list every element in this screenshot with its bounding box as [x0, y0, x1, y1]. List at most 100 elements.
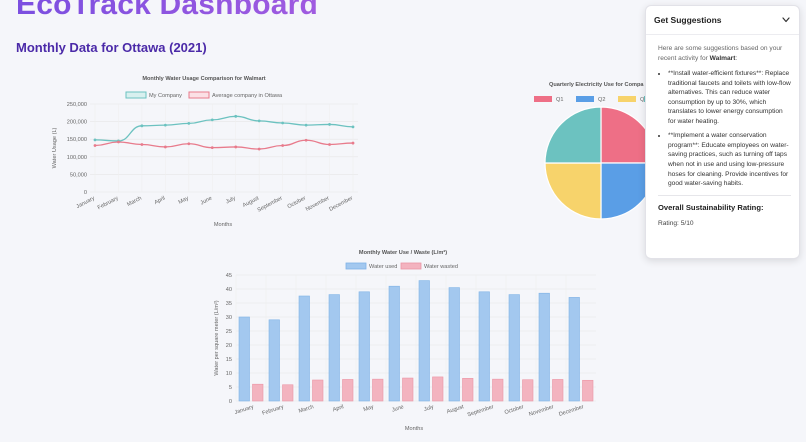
legend-item-water-used[interactable]: Water used — [345, 262, 397, 270]
data-point[interactable] — [257, 119, 261, 123]
data-point[interactable] — [140, 124, 144, 128]
data-point[interactable] — [351, 125, 355, 129]
x-tick-label: September — [467, 404, 495, 418]
suggestions-list: **Install water-efficient fixtures**: Re… — [658, 69, 791, 189]
bar[interactable] — [568, 297, 580, 402]
bar[interactable] — [298, 295, 310, 402]
y-tick-label: 0 — [229, 399, 232, 405]
suggestions-intro: Here are some suggestions based on your … — [658, 45, 783, 62]
data-point[interactable] — [93, 144, 97, 147]
page-subtitle: Monthly Data for Ottawa (2021) — [16, 40, 207, 55]
data-point[interactable] — [210, 118, 214, 122]
chevron-down-icon[interactable] — [781, 15, 791, 25]
legend-item-water-wasted[interactable]: Water wasted — [400, 262, 458, 270]
x-tick-label: December — [558, 404, 585, 418]
pie-chart-title: Quarterly Electricity Use for Compa — [549, 82, 644, 88]
suggestion-item: **Implement a water conservation program… — [668, 131, 791, 188]
pie-slice[interactable] — [544, 162, 602, 220]
bar[interactable] — [252, 383, 264, 402]
y-tick-label: 35 — [226, 301, 232, 307]
legend-swatch[interactable] — [644, 96, 645, 102]
x-tick-label: May — [178, 195, 190, 205]
bar[interactable] — [448, 287, 460, 402]
y-tick-label: 250,000 — [67, 102, 87, 108]
data-point[interactable] — [328, 123, 331, 126]
y-tick-label: 40 — [226, 287, 232, 293]
app-title: EcoTrack Dashboard — [16, 0, 318, 22]
bar[interactable] — [492, 378, 504, 402]
legend-label-average-company: Average company in Ottawa — [212, 93, 283, 99]
data-point[interactable] — [281, 144, 285, 147]
data-point[interactable] — [187, 121, 191, 125]
bar[interactable] — [282, 384, 294, 402]
bar[interactable] — [312, 379, 324, 402]
bar[interactable] — [462, 378, 474, 402]
electricity-pie-chart: Quarterly Electricity Use for Compa Q1 Q2… — [534, 82, 645, 220]
pie-slice[interactable] — [544, 106, 602, 164]
x-tick-label: September — [257, 195, 284, 213]
data-point[interactable] — [93, 138, 97, 142]
pie-slice[interactable] — [600, 106, 645, 164]
bar[interactable] — [238, 316, 250, 402]
data-point[interactable] — [234, 114, 238, 118]
bar-chart-legend: Water used Water wasted — [345, 262, 458, 270]
suggestion-item: **Install water-efficient fixtures**: Re… — [668, 69, 791, 126]
bar[interactable] — [522, 379, 534, 402]
data-point[interactable] — [328, 143, 331, 146]
data-point[interactable] — [187, 142, 191, 146]
bar[interactable] — [342, 379, 354, 402]
legend-item-my-company[interactable]: My Company — [125, 91, 182, 99]
water-waste-bar-chart: Monthly Water Use / Waste (L/m²) Water u… — [214, 249, 596, 432]
pie-slice[interactable] — [600, 162, 645, 220]
legend-swatch[interactable] — [618, 96, 636, 102]
legend-label: Q1 — [556, 97, 563, 103]
y-tick-label: 5 — [229, 385, 232, 391]
data-point[interactable] — [257, 147, 261, 151]
data-point[interactable] — [163, 145, 167, 149]
data-point[interactable] — [234, 145, 238, 149]
y-tick-label: 30 — [226, 315, 232, 321]
y-tick-label: 20 — [226, 343, 232, 349]
sustainability-rating-value: Rating: 5/10 — [658, 219, 694, 227]
legend-label-water-used: Water used — [369, 264, 397, 270]
y-tick-label: 45 — [226, 273, 232, 279]
x-tick-label: July — [225, 195, 237, 205]
bar[interactable] — [372, 378, 384, 402]
bar[interactable] — [388, 285, 400, 402]
company-name: Walmart — [709, 54, 736, 62]
bar[interactable] — [552, 379, 564, 402]
bar[interactable] — [538, 292, 550, 402]
data-point[interactable] — [281, 121, 285, 125]
bar[interactable] — [358, 291, 370, 402]
bar[interactable] — [432, 376, 444, 402]
x-tick-label: April — [154, 195, 167, 206]
divider — [658, 194, 791, 196]
bar[interactable] — [508, 294, 520, 402]
data-point[interactable] — [210, 146, 214, 150]
suggestions-panel-title: Get Suggestions — [654, 15, 722, 25]
legend-label-water-wasted: Water wasted — [424, 264, 458, 270]
bar[interactable] — [402, 377, 414, 402]
legend-item-average-company[interactable]: Average company in Ottawa — [188, 91, 283, 99]
bar[interactable] — [328, 294, 340, 402]
bar[interactable] — [268, 319, 280, 402]
data-point[interactable] — [163, 123, 167, 127]
pie-chart-legend: Q1Q2Q3Q4 — [534, 96, 645, 103]
data-point[interactable] — [351, 141, 355, 145]
data-point[interactable] — [140, 143, 144, 146]
legend-swatch[interactable] — [576, 96, 594, 102]
bar-chart-ylabel: Water per square meter (L/m²) — [214, 300, 220, 375]
suggestions-panel-header[interactable]: Get Suggestions — [646, 6, 799, 35]
data-point[interactable] — [304, 123, 308, 127]
x-tick-label: February — [97, 195, 120, 211]
legend-swatch[interactable] — [534, 96, 552, 102]
x-tick-label: October — [504, 404, 525, 416]
data-point[interactable] — [304, 138, 308, 142]
bar[interactable] — [582, 379, 594, 402]
bar[interactable] — [418, 280, 430, 402]
bar[interactable] — [478, 291, 490, 402]
data-point[interactable] — [117, 140, 120, 144]
legend-label: Q2 — [598, 97, 605, 103]
series-line — [94, 139, 354, 150]
sustainability-rating-title: Overall Sustainability Rating: — [658, 202, 764, 212]
